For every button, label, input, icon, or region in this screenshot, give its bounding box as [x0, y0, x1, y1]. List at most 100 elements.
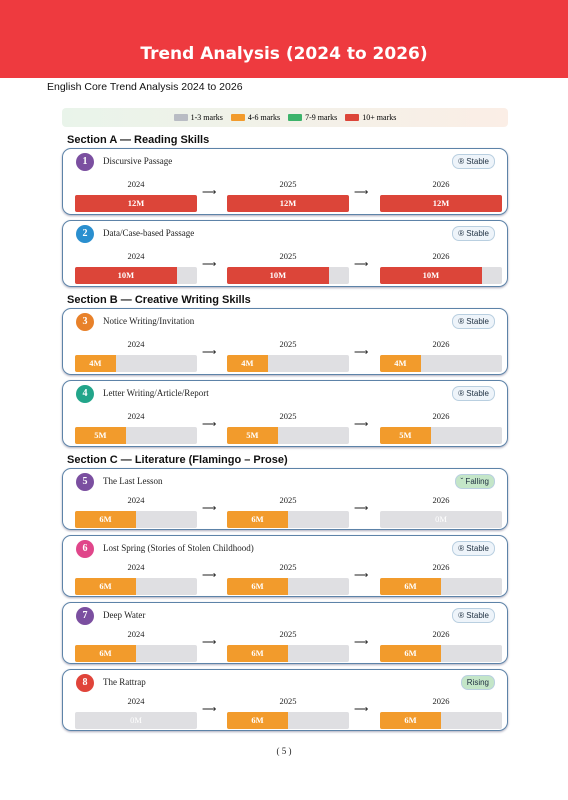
value-label: 6M: [251, 514, 264, 524]
bar-fill: [227, 355, 268, 372]
bar-track: 6M: [227, 578, 349, 595]
value-label: 6M: [251, 715, 264, 725]
value-label: 6M: [404, 648, 417, 658]
arrow: ⟶: [202, 187, 217, 198]
year-label: 2026: [432, 495, 450, 505]
legend-label: 10+ marks: [362, 113, 397, 122]
value-label: 12M: [432, 198, 450, 208]
card: 4 Letter Writing/Article/Report ® Stable 20…: [62, 380, 508, 447]
arrow: ⟶: [354, 637, 369, 648]
bar-track: 6M: [227, 511, 349, 528]
card-title: Lost Spring (Stories of Stolen Childhood…: [103, 543, 254, 553]
bar-fill: [380, 712, 441, 729]
status-badge: ® Stable: [452, 386, 495, 401]
card-title: Letter Writing/Article/Report: [103, 388, 209, 398]
bar-track: 12M: [380, 195, 502, 212]
number-badge: 7: [76, 607, 94, 625]
arrow: ⟶: [202, 637, 217, 648]
year-label: 2025: [279, 562, 297, 572]
bar-track: 6M: [380, 645, 502, 662]
bar-track: 12M: [227, 195, 349, 212]
arrow: ⟶: [202, 259, 217, 270]
bar-track: 5M: [75, 427, 197, 444]
title: Trend Analysis (2024 to 2026): [140, 44, 428, 64]
card-title: Notice Writing/Invitation: [103, 316, 195, 326]
legend-item: 7-9 marks: [288, 113, 337, 122]
bar-fill: [227, 195, 349, 212]
card-title: Deep Water: [103, 610, 146, 620]
bar-fill: [75, 267, 177, 284]
arrow: ⟶: [354, 570, 369, 581]
bar-track: 6M: [227, 645, 349, 662]
card: 7 Deep Water ® Stable 2024 2025 2026 6M ⟶ 6M ⟶ 6M: [62, 602, 508, 664]
number-badge: 2: [76, 225, 94, 243]
number-badge: 3: [76, 313, 94, 331]
value-label: 12M: [279, 198, 297, 208]
bar-track: 5M: [380, 427, 502, 444]
bar-track: 4M: [227, 355, 349, 372]
card-title: The Last Lesson: [103, 476, 163, 486]
bar-fill: [75, 645, 136, 662]
legend-swatch: [288, 114, 303, 121]
year-label: 2025: [279, 629, 297, 639]
header: Trend Analysis (2024 to 2026): [0, 0, 568, 78]
bar-fill: [227, 511, 288, 528]
legend-item: 10+ marks: [345, 113, 396, 122]
number-badge: 1: [76, 153, 94, 171]
bar-fill: [380, 427, 431, 444]
status-badge: Rising: [460, 675, 495, 690]
year-label: 2025: [279, 696, 297, 706]
year-label: 2026: [432, 696, 450, 706]
arrow: ⟶: [202, 347, 217, 358]
value-label: 10M: [269, 270, 287, 280]
value-label: 10M: [117, 270, 135, 280]
value-label: 5M: [399, 430, 412, 440]
year-label: 2025: [279, 251, 297, 261]
year-label: 2026: [432, 339, 450, 349]
arrow: ⟶: [354, 187, 369, 198]
value-label: 12M: [127, 198, 145, 208]
value-label: 0M: [435, 514, 447, 524]
section-title: Section C — Literature (Flamingo – Prose…: [67, 454, 288, 466]
arrow: ⟶: [354, 419, 369, 430]
card-title: Data/Case-based Passage: [103, 228, 195, 238]
legend-swatch: [230, 114, 245, 121]
bar-track: 0M: [75, 712, 197, 729]
card: 2 Data/Case-based Passage ® Stable 2024 2025…: [62, 220, 508, 287]
year-label: 2024: [127, 179, 145, 189]
year-label: 2025: [279, 339, 297, 349]
legend-label: 7-9 marks: [305, 113, 338, 122]
arrow: ⟶: [202, 503, 217, 514]
value-label: 0M: [130, 715, 142, 725]
bar-track: 4M: [380, 355, 502, 372]
bar-fill: [227, 267, 329, 284]
bar-fill: [380, 195, 502, 212]
year-label: 2025: [279, 179, 297, 189]
value-label: 6M: [99, 648, 112, 658]
year-label: 2025: [279, 411, 297, 421]
legend-item: 1-3 marks: [173, 113, 223, 122]
card: 3 Notice Writing/Invitation ® Stable 2024 20…: [62, 308, 508, 375]
bar-track: 5M: [227, 427, 349, 444]
value-label: 4M: [89, 358, 102, 368]
year-label: 2026: [432, 411, 450, 421]
bar-fill: [75, 511, 136, 528]
arrow: ⟶: [354, 259, 369, 270]
arrow: ⟶: [354, 503, 369, 514]
card: 8 The Rattrap Rising 2024 2025 2026 0M ⟶ 6M ⟶ 6M: [62, 669, 508, 731]
bar-fill: [227, 578, 288, 595]
value-label: 6M: [99, 514, 112, 524]
value-label: 4M: [394, 358, 407, 368]
bar-fill: [380, 355, 421, 372]
legend: 1-3 marks 4-6 marks 7-9 marks 10+ marks: [62, 108, 508, 127]
bar-track: 6M: [75, 578, 197, 595]
legend-label: 1-3 marks: [190, 113, 223, 122]
bar-fill: [380, 645, 441, 662]
bar-fill: [380, 267, 482, 284]
bar-track: 4M: [75, 355, 197, 372]
year-label: 2024: [127, 251, 145, 261]
bar-track: 0M: [380, 511, 502, 528]
bar-fill: [227, 712, 288, 729]
legend-item: 4-6 marks: [230, 113, 280, 122]
value-label: 4M: [241, 358, 254, 368]
